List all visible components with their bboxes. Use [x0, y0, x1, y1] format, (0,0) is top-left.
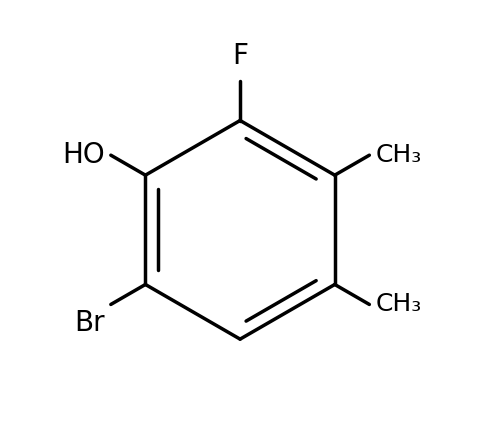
Text: F: F: [232, 42, 248, 70]
Text: CH₃: CH₃: [376, 292, 422, 317]
Text: CH₃: CH₃: [376, 143, 422, 167]
Text: HO: HO: [62, 141, 104, 169]
Text: Br: Br: [74, 309, 104, 337]
